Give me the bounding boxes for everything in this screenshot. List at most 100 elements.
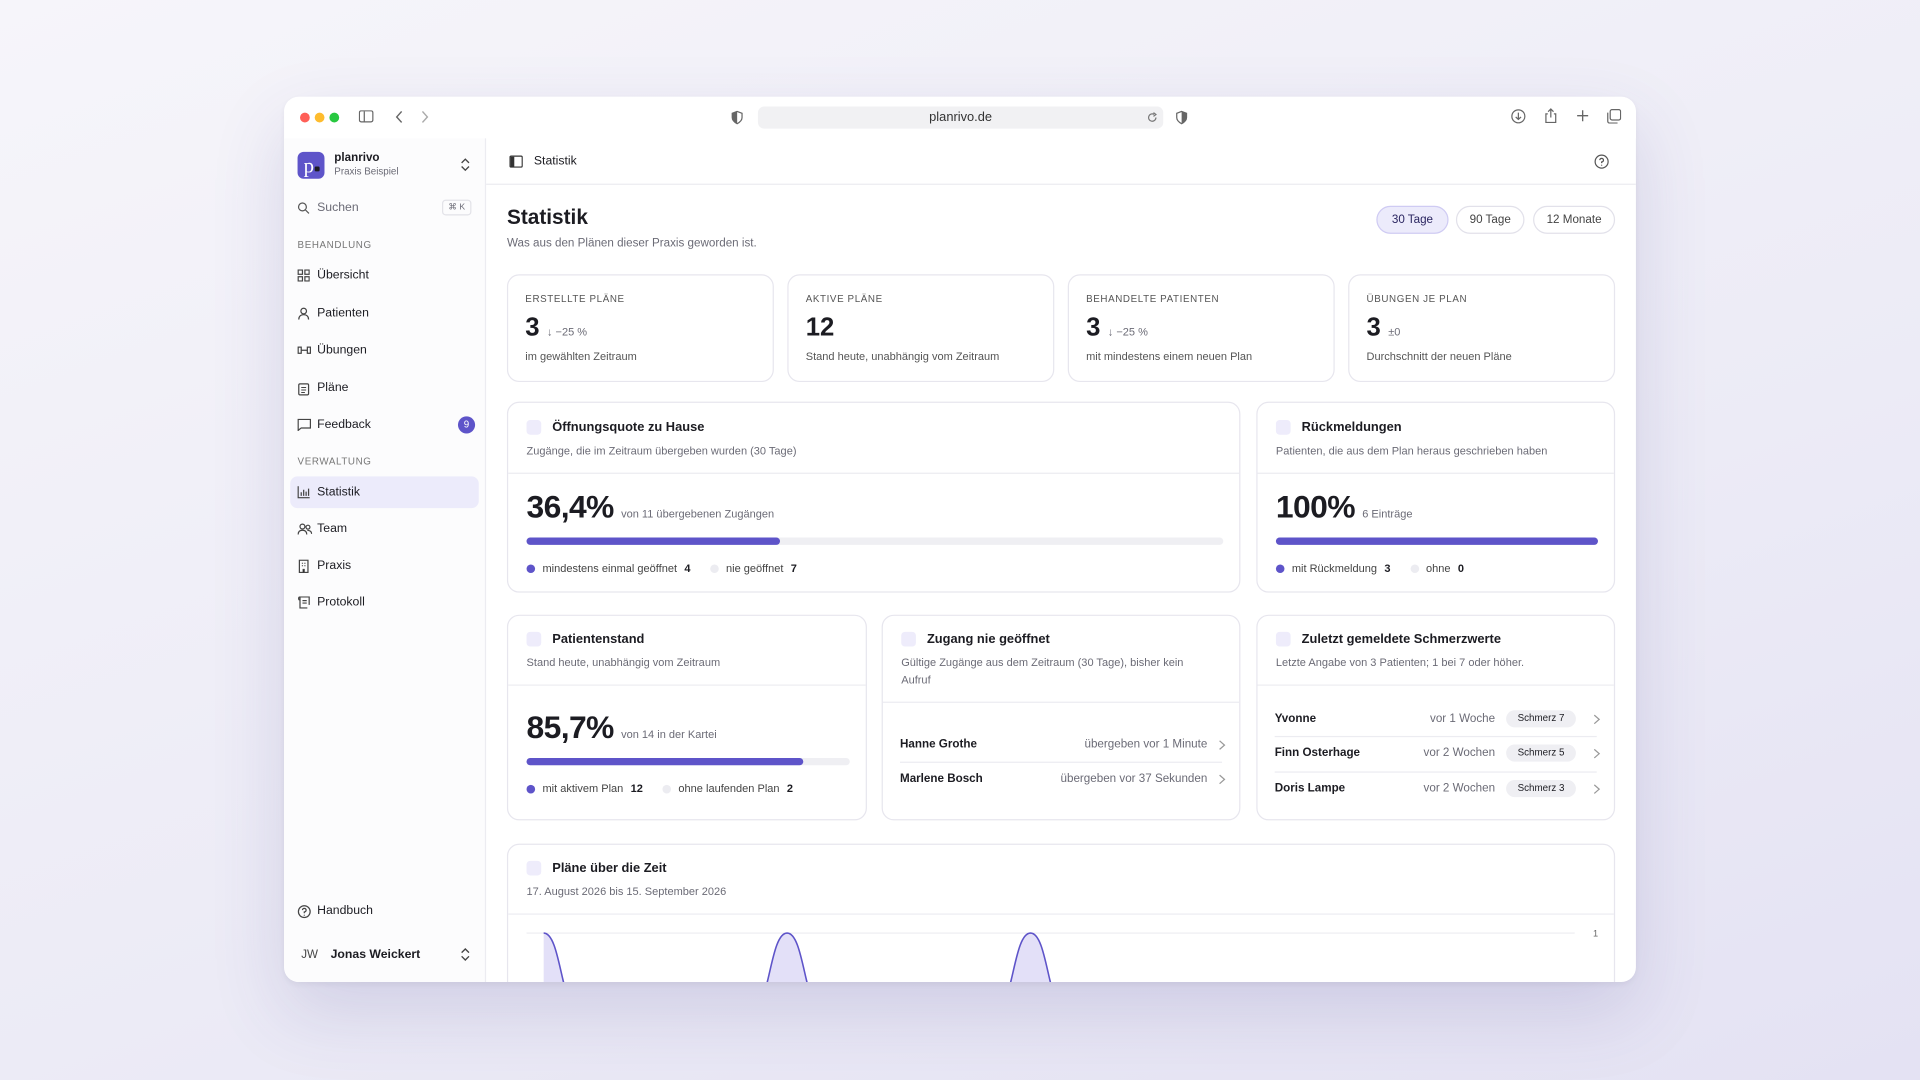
shield-icon[interactable] (1176, 110, 1188, 125)
range-button[interactable]: 30 Tage (1376, 205, 1449, 234)
row-when: vor 2 Wochen (1423, 781, 1496, 796)
nav-badge: 9 (457, 416, 476, 434)
card-icon (1275, 420, 1291, 435)
downloads-icon[interactable] (1511, 109, 1526, 124)
pain-tag: Schmerz 7 (1506, 710, 1576, 728)
user-initials: JW (301, 948, 319, 962)
pain-tag: Schmerz 5 (1506, 744, 1576, 762)
user-switcher[interactable] (459, 947, 471, 963)
list-row[interactable]: Doris Lampe vor 2 Wochen Schmerz 3 (1258, 771, 1614, 805)
kpi-value: 3 (1366, 313, 1381, 342)
legend-count: 3 (1384, 562, 1391, 575)
nav-label: Patienten (317, 306, 369, 321)
kpi-card: AKTIVE PLÄNE 12 Stand heute, unabhängig … (787, 274, 1055, 383)
progress-track (526, 757, 850, 766)
patient-name: Yvonne (1274, 712, 1317, 726)
patient-name: Finn Osterhage (1274, 746, 1361, 760)
kpi-card: BEHANDELTE PATIENTEN 3 ↓ −25 % mit mindes… (1067, 274, 1335, 383)
workspace-switcher[interactable] (459, 157, 471, 173)
sidebar-toggle[interactable] (358, 110, 374, 123)
sidebar: p planrivo Praxis Beispiel Suchen ⌘ K BE… (284, 138, 487, 983)
back-button[interactable] (394, 110, 404, 123)
kpi-delta: ↓ −25 % (546, 325, 588, 338)
legend-label: ohne (1425, 562, 1451, 575)
range-button[interactable]: 90 Tage (1455, 205, 1525, 234)
kpi-card: ÜBUNGEN JE PLAN 3 ±0 Durchschnitt der neu… (1348, 274, 1616, 383)
legend-count: 7 (790, 562, 797, 575)
nav-item[interactable]: Übungen (290, 334, 479, 366)
close-button[interactable] (300, 112, 310, 123)
nav-label: Übungen (317, 343, 367, 357)
patients-card: Patientenstand Stand heute, unabhängig v… (506, 614, 867, 821)
kpi-label: ÜBUNGEN JE PLAN (1366, 293, 1468, 305)
help-button[interactable] (1594, 154, 1609, 169)
progress-track (526, 537, 1224, 545)
kpi-label: BEHANDELTE PATIENTEN (1086, 293, 1220, 305)
address-bar[interactable]: planrivo.de (757, 106, 1164, 129)
nav-item[interactable]: Feedback 9 (290, 409, 479, 441)
reload-icon[interactable] (1146, 111, 1158, 123)
metric-detail: 6 Einträge (1362, 507, 1413, 520)
card-subtitle: Letzte Angabe von 3 Patienten; 1 bei 7 o… (1275, 656, 1525, 669)
range-button[interactable]: 12 Monate (1533, 205, 1616, 234)
main-header: Statistik (486, 138, 1636, 185)
share-icon[interactable] (1544, 108, 1557, 124)
new-tab-icon[interactable] (1576, 109, 1589, 122)
kpi-value: 12 (805, 313, 835, 342)
nav-item[interactable]: Statistik (290, 476, 479, 509)
tabs-icon[interactable] (1607, 108, 1622, 124)
list-row[interactable]: Finn Osterhage vor 2 Wochen Schmerz 5 (1258, 736, 1614, 770)
patient-name: Hanne Grothe (900, 737, 977, 752)
privacy-icon[interactable] (731, 110, 743, 125)
legend: mindestens einmal geöffnet 4 nie geöffnet… (526, 562, 817, 575)
kpi-note: mit mindestens einem neuen Plan (1086, 350, 1253, 363)
help-link[interactable]: Handbuch (317, 904, 373, 918)
legend-count: 12 (630, 782, 643, 795)
pain-tag: Schmerz 3 (1506, 780, 1576, 798)
card-title: Zugang nie geöffnet (926, 631, 1050, 647)
nav-item[interactable]: Übersicht (290, 260, 479, 292)
card-title: Zuletzt gemeldete Schmerzwerte (1301, 631, 1501, 647)
kpi-delta: ±0 (1388, 325, 1401, 338)
legend-count: 2 (786, 782, 794, 795)
nav-label: Übersicht (317, 268, 369, 283)
minimize-button[interactable] (314, 112, 325, 123)
card-icon (1275, 631, 1291, 647)
browser-window: planrivo.de p planrivo Praxis Beispiel S… (284, 96, 1636, 983)
search-shortcut: ⌘ K (442, 199, 472, 216)
user-name[interactable]: Jonas Weickert (330, 948, 421, 962)
card-subtitle: Stand heute, unabhängig vom Zeitraum (526, 656, 721, 669)
search-icon (297, 202, 310, 214)
nav-item[interactable]: Team (290, 513, 479, 545)
card-title: Pläne über die Zeit (552, 860, 667, 876)
nav-item[interactable]: Pläne (290, 372, 479, 404)
progress-track (1275, 537, 1598, 545)
card-icon (526, 860, 542, 876)
list-row[interactable]: Yvonne vor 1 Woche Schmerz 7 (1258, 702, 1614, 736)
card-icon (901, 631, 916, 647)
legend-label: nie geöffnet (726, 562, 784, 575)
area (543, 933, 1051, 983)
kpi-value: 3 (1086, 313, 1101, 342)
zoom-button[interactable] (329, 112, 340, 123)
nav-label: Statistik (317, 485, 361, 499)
list-row[interactable]: Hanne Grothe übergeben vor 1 Minute (883, 727, 1239, 761)
breadcrumb: Statistik (533, 154, 577, 169)
legend-label: ohne laufenden Plan (678, 782, 780, 795)
forward-button[interactable] (420, 110, 430, 123)
row-when: vor 1 Woche (1430, 712, 1496, 726)
nav-item[interactable]: Praxis (290, 550, 479, 582)
legend-label: mit Rückmeldung (1291, 562, 1377, 575)
kpi-label: ERSTELLTE PLÄNE (525, 293, 625, 305)
metric-detail: von 11 übergebenen Zugängen (621, 507, 775, 520)
list-row[interactable]: Marlene Bosch übergeben vor 37 Sekunden (883, 762, 1239, 796)
search-input[interactable]: Suchen (317, 201, 359, 215)
legend-count: 0 (1457, 562, 1464, 575)
nav-item[interactable]: Protokoll (290, 587, 479, 619)
timeline-card: Pläne über die Zeit 17. August 2026 bis … (506, 843, 1616, 983)
nav-item[interactable]: Patienten (290, 298, 479, 330)
url: planrivo.de (929, 110, 993, 125)
panel-toggle[interactable] (509, 155, 523, 168)
row-info: übergeben vor 1 Minute (1084, 737, 1208, 752)
